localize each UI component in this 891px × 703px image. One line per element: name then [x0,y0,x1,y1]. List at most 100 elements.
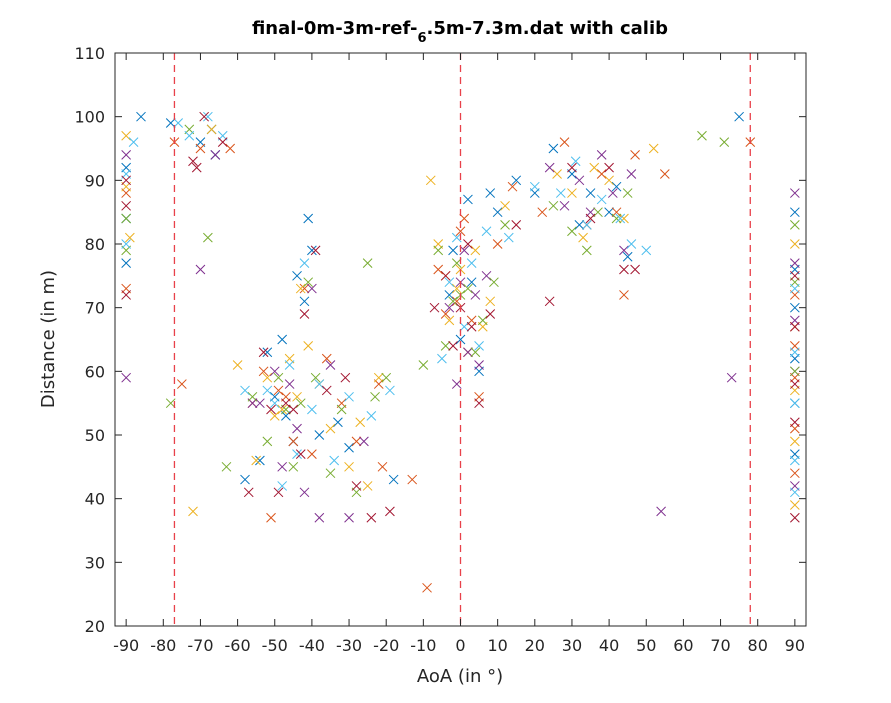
data-point [448,341,458,351]
data-point [481,270,492,281]
data-point [121,175,131,186]
data-point [277,461,288,472]
data-point [299,309,310,319]
data-point [388,474,399,485]
data-point [299,296,310,307]
data-point [292,449,302,459]
data-point [344,442,354,453]
series-5 [121,124,800,498]
y-tick-label: 20 [85,617,105,636]
data-point [121,213,131,224]
data-point [314,512,325,523]
data-point [433,264,444,275]
data-point [507,181,518,192]
data-point [255,455,265,466]
data-point [288,404,299,415]
data-point [585,213,596,224]
data-point [581,245,592,256]
data-point [221,461,232,472]
data-point [451,232,462,243]
data-point [247,391,258,402]
data-point [790,455,800,466]
data-point [288,461,299,472]
data-point [455,334,466,345]
data-point [529,181,540,192]
data-point [589,162,600,173]
data-point [284,379,295,389]
data-point [255,398,265,409]
x-tick-label: 90 [785,636,805,655]
data-point [165,118,176,128]
data-point [719,137,730,147]
data-point [697,130,707,141]
x-tick-label: 60 [673,636,693,655]
data-point [552,169,562,179]
data-point [567,226,577,237]
data-point [281,398,291,409]
x-tick-label: 20 [525,636,545,655]
x-tick-label: -30 [336,636,362,655]
data-point [307,245,317,256]
data-point [429,302,440,313]
data-point [656,506,666,517]
data-point [217,137,228,147]
data-point [492,207,503,218]
data-point [459,321,470,332]
data-point [611,213,622,224]
data-point [790,239,800,249]
data-point [325,468,336,479]
data-point [726,372,737,383]
data-point [448,245,458,256]
data-point [619,213,629,224]
data-point [351,481,362,491]
data-point [440,341,451,351]
data-point [344,391,354,402]
data-point [630,150,640,160]
data-point [288,436,299,447]
y-tick-label: 100 [74,108,105,127]
data-point [321,353,332,364]
title-part-subscript: 6 [417,31,426,46]
data-point [262,347,273,358]
axes-layer: -90 -80 -70 -60 -50 -40 -30 -20 -10 0 10 20 30 40 50 60… [74,44,807,655]
data-point [448,296,458,307]
data-point [333,417,343,428]
data-point [459,213,470,224]
data-point [567,162,577,173]
data-point [310,372,321,383]
data-point [366,512,377,523]
data-point [470,245,481,256]
data-point [790,302,800,313]
data-point [269,398,280,409]
data-point [351,436,362,447]
data-point [459,245,470,256]
data-point [370,391,380,402]
data-point [790,207,800,218]
x-tick-label: -80 [150,636,176,655]
data-point [269,366,280,377]
data-point [292,270,302,281]
data-point [790,188,800,198]
reference-lines-layer [173,53,751,626]
series-7 [121,111,800,523]
data-point [307,449,317,459]
data-point [125,232,135,243]
data-point [511,220,522,230]
data-point [273,385,284,396]
x-tick-label: 50 [636,636,656,655]
data-point [474,398,484,409]
data-point [790,512,800,523]
data-point [440,270,451,281]
x-tick-label: -70 [187,636,213,655]
data-point [433,245,444,256]
x-tick-label: -60 [225,636,251,655]
data-point [451,379,462,389]
data-point [325,423,336,434]
data-point [266,404,276,415]
data-point [626,239,637,249]
data-point [463,194,473,205]
data-point [555,188,566,198]
data-point [121,200,131,211]
data-point [485,296,496,307]
